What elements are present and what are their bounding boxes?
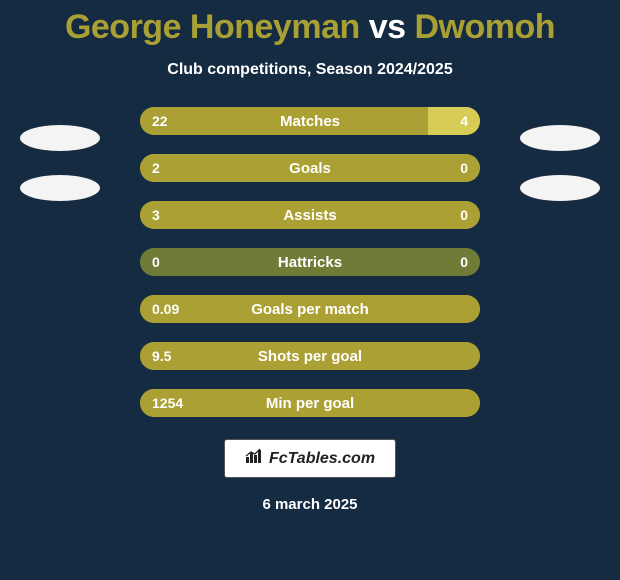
stat-row: Assists 3 0 xyxy=(0,201,620,229)
stat-bar: Min per goal 1254 xyxy=(140,389,480,417)
stat-label: Goals xyxy=(289,160,331,177)
subtitle: Club competitions, Season 2024/2025 xyxy=(167,61,452,79)
stat-value-right: 0 xyxy=(460,207,468,223)
title-vs: vs xyxy=(360,8,415,46)
stat-label: Matches xyxy=(280,113,340,130)
stat-value-left: 9.5 xyxy=(152,348,171,364)
side-ellipse xyxy=(520,125,600,151)
stat-row: Min per goal 1254 xyxy=(0,389,620,417)
stat-label: Assists xyxy=(283,207,336,224)
stat-bar: Goals per match 0.09 xyxy=(140,295,480,323)
stat-bar: Matches 22 4 xyxy=(140,107,480,135)
stat-row: Shots per goal 9.5 xyxy=(0,342,620,370)
stat-value-right: 0 xyxy=(460,160,468,176)
stat-bar: Hattricks 0 0 xyxy=(140,248,480,276)
title-player2: Dwomoh xyxy=(414,8,555,46)
stat-row: Goals 2 0 xyxy=(0,154,620,182)
stats-rows: Matches224Goals20Assists30Hattricks00Goa… xyxy=(0,107,620,417)
stat-bar: Shots per goal 9.5 xyxy=(140,342,480,370)
brand-text: FcTables.com xyxy=(269,450,375,468)
bar-fill-right xyxy=(428,107,480,135)
stat-value-left: 0 xyxy=(152,254,160,270)
side-ellipse xyxy=(520,175,600,201)
bar-chart-icon xyxy=(245,448,263,469)
stat-label: Goals per match xyxy=(251,301,369,318)
stat-label: Min per goal xyxy=(266,395,354,412)
brand-badge: FcTables.com xyxy=(224,439,396,478)
stat-bar: Goals 2 0 xyxy=(140,154,480,182)
page-title: George Honeyman vs Dwomoh xyxy=(65,8,555,47)
footer-date: 6 march 2025 xyxy=(262,496,357,513)
title-player1: George Honeyman xyxy=(65,8,360,46)
stat-value-right: 0 xyxy=(460,254,468,270)
stat-value-left: 22 xyxy=(152,113,168,129)
stat-row: Goals per match 0.09 xyxy=(0,295,620,323)
stat-label: Hattricks xyxy=(278,254,342,271)
stat-value-left: 3 xyxy=(152,207,160,223)
stat-value-right: 4 xyxy=(460,113,468,129)
side-ellipse xyxy=(20,125,100,151)
stat-bar: Assists 3 0 xyxy=(140,201,480,229)
side-ellipse xyxy=(20,175,100,201)
content-wrapper: George Honeyman vs Dwomoh Club competiti… xyxy=(0,0,620,580)
stat-value-left: 1254 xyxy=(152,395,183,411)
stat-label: Shots per goal xyxy=(258,348,362,365)
stat-value-left: 0.09 xyxy=(152,301,179,317)
stat-row: Hattricks 0 0 xyxy=(0,248,620,276)
stat-value-left: 2 xyxy=(152,160,160,176)
